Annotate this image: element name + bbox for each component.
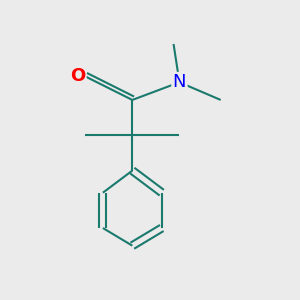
Text: O: O [70,68,85,85]
Text: N: N [173,73,186,91]
